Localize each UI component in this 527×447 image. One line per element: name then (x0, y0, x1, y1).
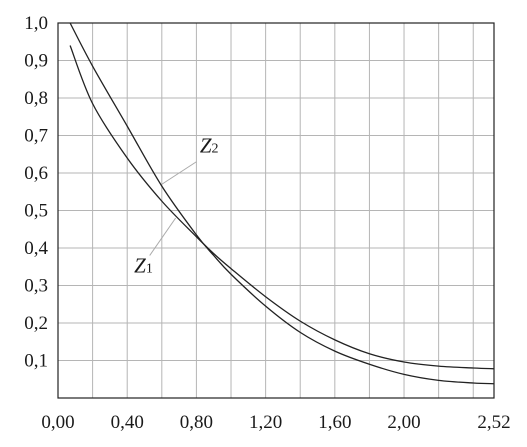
leader-line-z2 (161, 161, 197, 185)
series-line-z1 (69, 45, 495, 370)
leader-line-z1 (149, 217, 177, 256)
x-tick-label: 0,40 (111, 412, 144, 433)
plot-frame (57, 22, 495, 399)
series-line-z2 (69, 22, 495, 385)
y-tick-label: 0,3 (24, 276, 48, 297)
series-labels: Z2 Z1 (134, 133, 218, 277)
y-tick-label: 0,5 (24, 201, 48, 222)
y-tick-label: 0,6 (24, 163, 48, 184)
x-axis-tick-labels: 0,00 0,40 0,80 1,20 1,60 2,00 2,52 (41, 412, 510, 433)
annotation-leaders (149, 161, 197, 256)
series-label-z1: Z1 (134, 253, 153, 277)
y-tick-label: 0,4 (24, 238, 48, 259)
x-tick-label: 0,80 (180, 412, 213, 433)
x-tick-label: 1,60 (318, 412, 351, 433)
y-tick-label: 0,2 (24, 313, 48, 334)
y-tick-label: 0,9 (24, 51, 48, 72)
x-tick-label: 0,00 (41, 412, 74, 433)
y-tick-label: 0,7 (24, 126, 48, 147)
y-tick-label: 0,1 (24, 351, 48, 372)
grid (58, 23, 494, 398)
series-label-z2: Z2 (200, 133, 219, 157)
x-tick-label: 2,52 (477, 412, 510, 433)
x-tick-label: 1,20 (249, 412, 282, 433)
series-group (69, 22, 495, 385)
y-tick-label: 1,0 (24, 13, 48, 34)
x-tick-label: 2,00 (387, 412, 420, 433)
y-tick-label: 0,8 (24, 88, 48, 109)
y-axis-tick-labels: 0,1 0,2 0,3 0,4 0,5 0,6 0,7 0,8 0,9 1,0 (24, 13, 48, 372)
